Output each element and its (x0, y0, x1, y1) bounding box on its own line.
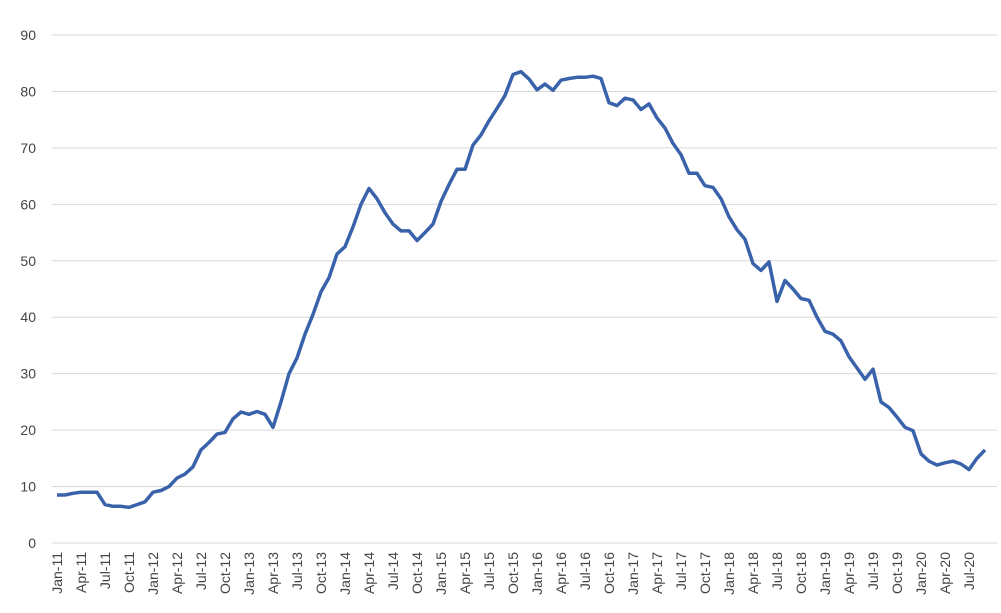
x-tick-label: Apr-19 (841, 552, 857, 594)
x-tick-label: Apr-18 (745, 552, 761, 594)
x-tick-label: Jan-18 (721, 552, 737, 595)
x-tick-label: Jan-20 (913, 552, 929, 595)
x-tick-label: Oct-19 (889, 552, 905, 594)
x-tick-label: Apr-16 (553, 552, 569, 594)
y-tick-label: 0 (28, 535, 36, 551)
y-tick-label: 20 (20, 422, 36, 438)
y-tick-label: 30 (20, 366, 36, 382)
x-tick-label: Oct-17 (697, 552, 713, 594)
x-tick-label: Oct-14 (409, 552, 425, 594)
x-tick-label: Oct-11 (121, 552, 137, 593)
x-tick-label: Oct-18 (793, 552, 809, 594)
x-tick-label: Apr-12 (169, 552, 185, 594)
y-tick-label: 90 (20, 27, 36, 43)
x-tick-label: Jul-20 (961, 552, 977, 590)
x-tick-label: Jan-16 (529, 552, 545, 595)
x-tick-label: Jul-12 (193, 552, 209, 590)
line-series (57, 69, 987, 510)
x-tick-label: Oct-13 (313, 552, 329, 594)
x-tick-label: Jul-14 (385, 552, 401, 590)
y-tick-label: 40 (20, 309, 36, 325)
x-tick-label: Jul-16 (577, 552, 593, 590)
x-tick-label: Jul-15 (481, 552, 497, 590)
y-tick-label: 60 (20, 196, 36, 212)
x-tick-label: Jul-11 (97, 552, 113, 589)
y-tick-label: 10 (20, 479, 36, 495)
x-tick-label: Oct-15 (505, 552, 521, 594)
x-tick-label: Apr-15 (457, 552, 473, 594)
x-tick-label: Jan-17 (625, 552, 641, 595)
y-tick-label: 70 (20, 140, 36, 156)
x-tick-label: Apr-17 (649, 552, 665, 594)
x-tick-label: Jul-18 (769, 552, 785, 590)
x-tick-label: Apr-13 (265, 552, 281, 594)
x-tick-label: Apr-20 (937, 552, 953, 594)
x-tick-label: Jul-19 (865, 552, 881, 590)
x-tick-label: Jan-15 (433, 552, 449, 595)
y-tick-label: 80 (20, 83, 36, 99)
x-tick-label: Oct-16 (601, 552, 617, 594)
x-tick-label: Jan-14 (337, 552, 353, 595)
x-tick-label: Jan-13 (241, 552, 257, 595)
x-tick-label: Oct-12 (217, 552, 233, 594)
x-tick-label: Apr-14 (361, 552, 377, 594)
x-tick-label: Jan-19 (817, 552, 833, 595)
x-tick-label: Jul-17 (673, 552, 689, 590)
x-tick-label: Jan-11 (49, 552, 65, 594)
x-tick-label: Jan-12 (145, 552, 161, 595)
y-tick-label: 50 (20, 253, 36, 269)
x-tick-label: Apr-11 (73, 552, 89, 593)
x-tick-label: Jul-13 (289, 552, 305, 590)
